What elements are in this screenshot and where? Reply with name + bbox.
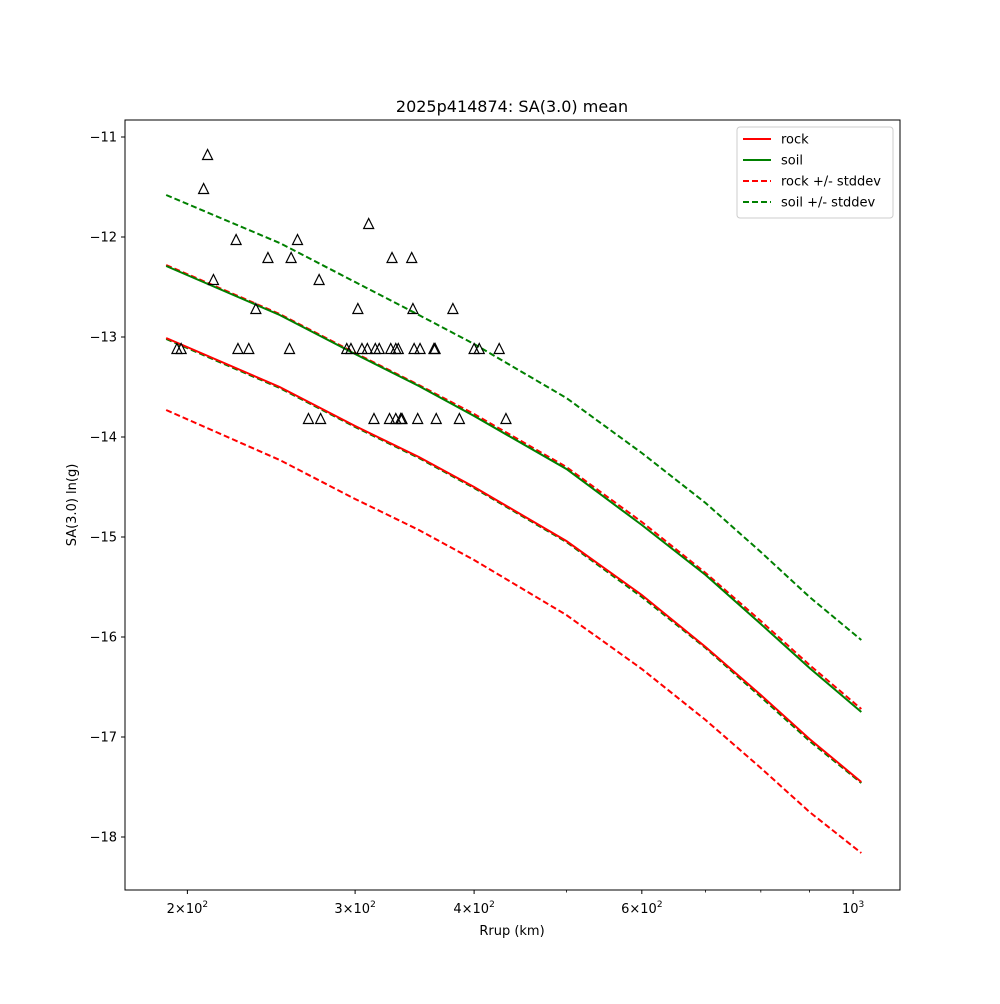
plot-frame bbox=[124, 119, 901, 891]
plot-area bbox=[165, 148, 862, 854]
observation-marker bbox=[175, 342, 188, 355]
y-tick-label: −13 bbox=[90, 331, 117, 346]
x-tick-label: 2×102 bbox=[167, 900, 208, 917]
observation-marker bbox=[351, 302, 364, 315]
observation-marker bbox=[430, 412, 443, 425]
observation-marker bbox=[242, 342, 255, 355]
legend-box bbox=[736, 126, 894, 219]
y-tick-label: −17 bbox=[90, 731, 117, 746]
legend-label: rock bbox=[781, 133, 809, 148]
series-line-rock-stddev bbox=[165, 409, 862, 854]
observation-marker bbox=[314, 412, 327, 425]
observation-marker bbox=[453, 412, 466, 425]
chart-title: 2025p414874: SA(3.0) mean bbox=[396, 97, 628, 116]
y-axis-label: SA(3.0) ln(g) bbox=[65, 464, 80, 547]
x-tick-label: 4×102 bbox=[453, 900, 494, 917]
observation-marker bbox=[261, 251, 274, 264]
axes: −11 −12 −13 −14 −15 −16 −17 −18 2×102 3×102 4×102 6… bbox=[90, 119, 901, 917]
observation-marker bbox=[291, 233, 304, 246]
observation-marker bbox=[405, 251, 418, 264]
x-axis-label: Rrup (km) bbox=[479, 924, 544, 939]
observation-marker bbox=[446, 302, 459, 315]
observation-marker bbox=[429, 342, 442, 355]
y-tick-label: −14 bbox=[90, 431, 117, 446]
observation-marker bbox=[493, 342, 506, 355]
observation-marker bbox=[362, 217, 375, 230]
series-line-rock-stddev bbox=[165, 264, 862, 710]
observation-marker bbox=[201, 148, 214, 161]
y-tick-label: −15 bbox=[90, 531, 117, 546]
y-tick-label: −12 bbox=[90, 231, 117, 246]
observation-marker bbox=[499, 412, 512, 425]
observation-marker bbox=[302, 412, 315, 425]
observation-marker bbox=[197, 182, 210, 195]
observation-marker bbox=[406, 302, 419, 315]
observation-marker bbox=[283, 342, 296, 355]
observation-marker bbox=[373, 342, 386, 355]
y-tick-label: −11 bbox=[90, 131, 117, 146]
x-tick-label: 6×102 bbox=[621, 900, 662, 917]
observation-marker bbox=[408, 342, 421, 355]
observation-marker bbox=[411, 412, 424, 425]
observation-marker bbox=[313, 273, 326, 286]
observation-marker bbox=[386, 251, 398, 264]
observation-marker bbox=[230, 233, 243, 246]
observation-marker bbox=[396, 412, 408, 425]
x-tick-label: 3×102 bbox=[334, 900, 375, 917]
observation-marker bbox=[249, 302, 262, 315]
observation-marker bbox=[207, 273, 220, 286]
observation-marker bbox=[392, 342, 405, 355]
observation-marker bbox=[473, 342, 486, 355]
observation-marker bbox=[344, 342, 357, 355]
legend-label: soil bbox=[781, 154, 803, 169]
observation-marker bbox=[231, 342, 244, 355]
series-line-soil-stddev bbox=[165, 338, 862, 784]
y-tick-label: −16 bbox=[90, 631, 117, 646]
observation-marker bbox=[285, 251, 298, 264]
observation-marker bbox=[361, 342, 374, 355]
legend: rock soil rock +/- stddev soil +/- stddev bbox=[736, 126, 894, 219]
legend-label: rock +/- stddev bbox=[781, 175, 881, 190]
observation-marker bbox=[383, 412, 396, 425]
legend-label: soil +/- stddev bbox=[781, 196, 876, 211]
observation-marker bbox=[414, 342, 427, 355]
y-tick-label: −18 bbox=[90, 831, 117, 846]
observation-marker bbox=[368, 412, 380, 425]
series-line-soil bbox=[165, 265, 862, 713]
series-line-rock bbox=[165, 337, 862, 783]
x-tick-label: 103 bbox=[842, 900, 864, 917]
series-line-soil-stddev bbox=[165, 194, 862, 641]
